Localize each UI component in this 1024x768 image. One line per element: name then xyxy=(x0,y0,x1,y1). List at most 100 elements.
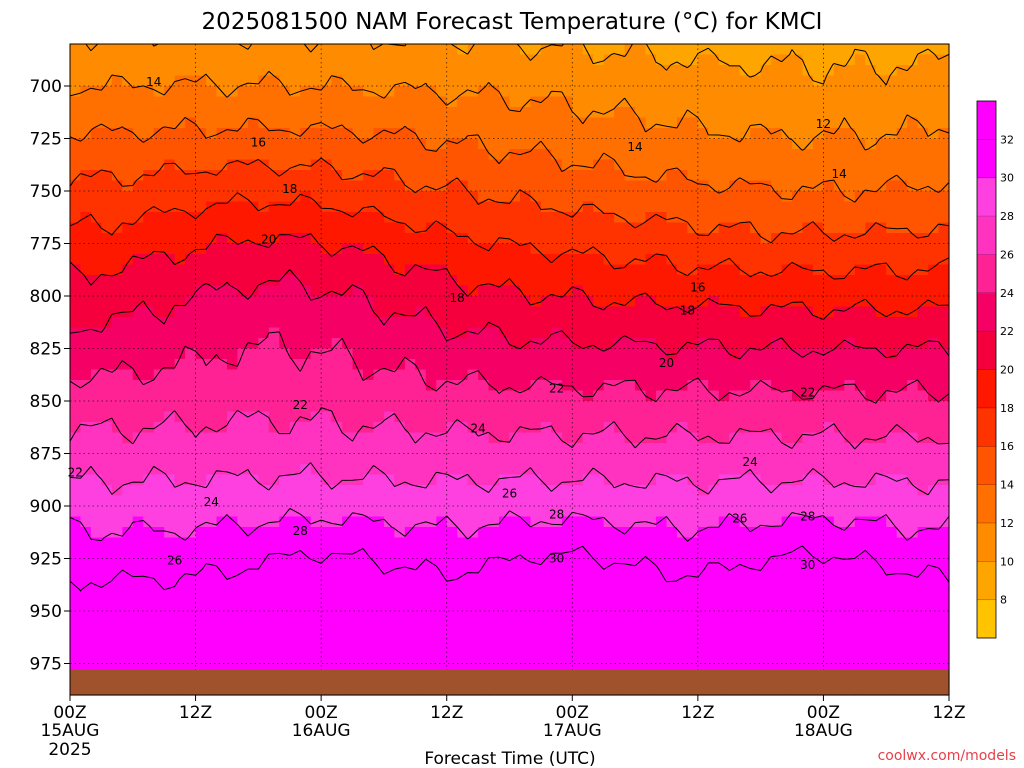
field-cell xyxy=(844,180,856,192)
field-cell xyxy=(195,537,207,549)
field-cell xyxy=(561,201,573,213)
field-cell xyxy=(572,401,584,413)
field-cell xyxy=(645,275,657,287)
field-cell xyxy=(164,611,176,623)
field-cell xyxy=(760,453,772,465)
field-cell xyxy=(802,600,814,612)
field-cell xyxy=(216,474,228,486)
field-cell xyxy=(582,107,594,119)
field-cell xyxy=(540,264,552,276)
field-cell xyxy=(373,663,385,675)
field-cell xyxy=(80,317,92,329)
field-cell xyxy=(436,117,448,129)
field-cell xyxy=(593,128,605,140)
field-cell xyxy=(342,432,354,444)
field-cell xyxy=(404,464,416,476)
field-cell xyxy=(760,243,772,255)
field-cell xyxy=(90,170,102,182)
field-cell xyxy=(739,621,751,633)
field-cell xyxy=(572,558,584,570)
field-cell xyxy=(886,159,898,171)
field-cell xyxy=(383,191,395,203)
field-cell xyxy=(739,285,751,297)
field-cell xyxy=(321,222,333,234)
field-cell xyxy=(206,485,218,497)
field-cell xyxy=(551,233,563,245)
field-cell xyxy=(792,201,804,213)
field-cell xyxy=(394,642,406,654)
field-cell xyxy=(519,138,532,150)
field-cell xyxy=(792,464,804,476)
field-cell xyxy=(875,201,887,213)
field-cell xyxy=(499,128,511,140)
field-cell xyxy=(718,170,730,182)
field-cell xyxy=(917,600,929,612)
field-cell xyxy=(708,180,720,192)
field-cell xyxy=(750,621,762,633)
field-cell xyxy=(143,600,155,612)
field-cell xyxy=(928,642,940,654)
field-cell xyxy=(928,264,940,276)
field-cell xyxy=(624,327,636,339)
field-cell xyxy=(394,170,406,182)
field-cell xyxy=(865,254,877,266)
field-cell xyxy=(206,96,218,108)
field-cell xyxy=(268,485,280,497)
field-cell xyxy=(519,65,532,77)
field-cell xyxy=(237,254,249,266)
field-cell xyxy=(446,401,458,413)
field-cell xyxy=(917,285,929,297)
field-cell xyxy=(226,65,239,77)
field-cell xyxy=(771,485,783,497)
field-cell xyxy=(153,474,165,486)
field-cell xyxy=(436,390,448,402)
field-cell xyxy=(425,285,437,297)
field-cell xyxy=(812,495,825,507)
field-cell xyxy=(310,285,322,297)
field-cell xyxy=(90,180,102,192)
field-cell xyxy=(572,432,584,444)
field-cell xyxy=(111,44,123,56)
field-cell xyxy=(153,96,165,108)
field-cell xyxy=(101,401,113,413)
field-cell xyxy=(572,464,584,476)
field-cell xyxy=(729,149,741,161)
field-cell xyxy=(551,464,563,476)
field-cell xyxy=(331,653,343,665)
field-cell xyxy=(488,180,500,192)
field-cell xyxy=(363,233,375,245)
field-cell xyxy=(561,44,573,56)
field-cell xyxy=(143,485,155,497)
field-cell xyxy=(938,401,950,413)
field-cell xyxy=(750,317,762,329)
field-cell xyxy=(226,107,239,119)
field-cell xyxy=(415,191,427,203)
field-cell xyxy=(425,590,437,602)
field-cell xyxy=(331,54,343,66)
field-cell xyxy=(907,506,919,518)
field-cell xyxy=(938,254,950,266)
field-cell xyxy=(310,663,322,675)
field-cell xyxy=(519,170,532,182)
field-cell xyxy=(383,611,395,623)
field-cell xyxy=(802,327,814,339)
field-cell xyxy=(383,632,395,644)
field-cell xyxy=(153,327,165,339)
field-cell xyxy=(739,558,751,570)
field-cell xyxy=(132,65,144,77)
field-cell xyxy=(247,401,259,413)
field-cell xyxy=(896,138,908,150)
field-cell xyxy=(185,65,197,77)
field-cell xyxy=(164,359,176,371)
field-cell xyxy=(478,380,490,392)
field-cell xyxy=(342,86,354,98)
field-cell xyxy=(70,653,82,665)
field-cell xyxy=(279,149,291,161)
field-cell xyxy=(268,611,280,623)
field-cell xyxy=(509,558,521,570)
field-cell xyxy=(216,600,228,612)
field-cell xyxy=(321,54,333,66)
field-cell xyxy=(551,75,563,87)
field-cell xyxy=(132,317,144,329)
field-cell xyxy=(551,485,563,497)
